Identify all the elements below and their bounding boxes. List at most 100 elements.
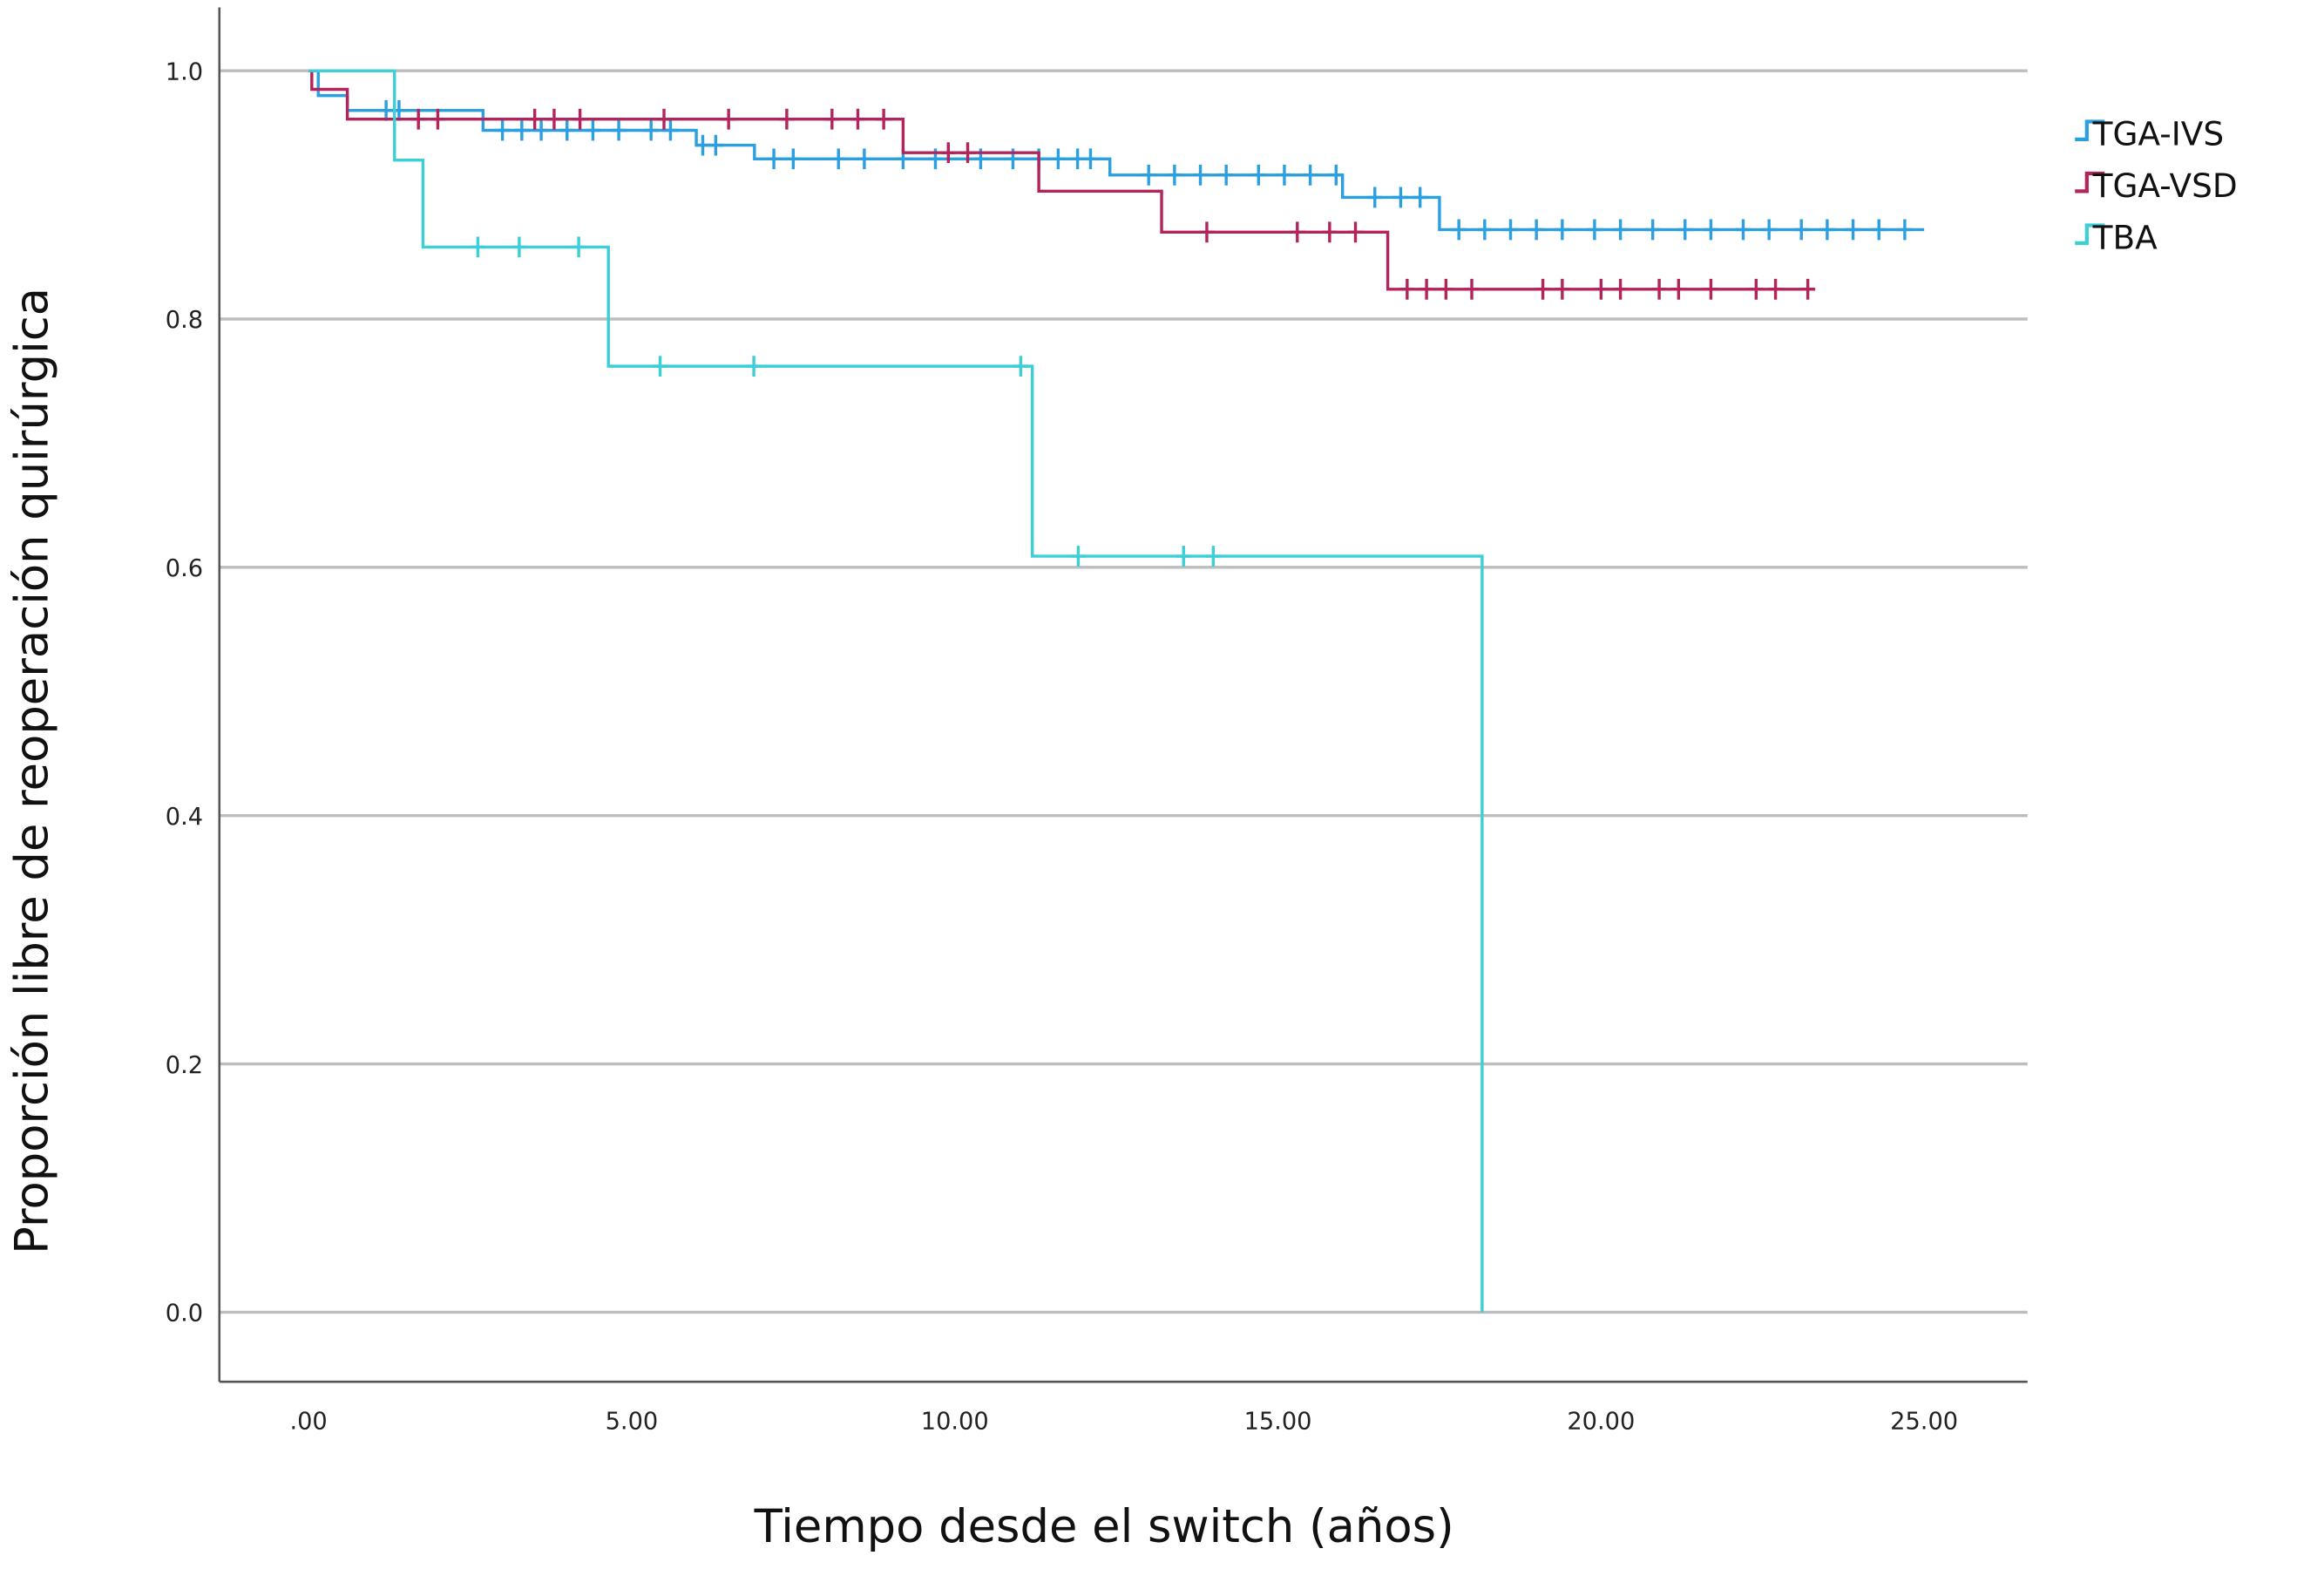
- censor-mark: [1082, 148, 1098, 170]
- survival-line: [308, 69, 1484, 1313]
- x-tick-label: 5.00: [606, 1409, 659, 1436]
- y-tick-label: 0.4: [166, 804, 203, 831]
- censor-mark: [1502, 219, 1519, 241]
- x-tick-label: 20.00: [1567, 1409, 1635, 1436]
- censor-mark: [571, 236, 586, 258]
- survival-line: [308, 69, 1925, 232]
- censor-mark: [1613, 278, 1629, 300]
- censor-mark: [694, 134, 710, 156]
- censor-mark: [559, 119, 575, 141]
- censor-mark: [1277, 164, 1292, 186]
- censor-mark: [1303, 164, 1318, 186]
- censor-mark: [850, 108, 865, 130]
- censor-mark: [1593, 278, 1609, 300]
- censor-mark: [662, 119, 678, 141]
- censor-mark: [1793, 219, 1809, 241]
- censor-mark: [1438, 278, 1453, 300]
- y-tick-label: 0.6: [166, 555, 203, 582]
- censor-mark: [1451, 219, 1467, 241]
- censor-mark: [585, 119, 600, 141]
- censor-mark: [876, 108, 891, 130]
- x-tick-label: .00: [289, 1409, 327, 1436]
- censor-mark: [546, 108, 562, 130]
- censor-mark: [1290, 221, 1305, 243]
- censor-mark: [1555, 278, 1570, 300]
- censor-mark: [533, 119, 549, 141]
- censor-mark: [1176, 546, 1191, 567]
- legend-label: TGA-VSD: [2092, 166, 2238, 205]
- censor-mark: [1477, 219, 1493, 241]
- censor-mark: [1218, 164, 1234, 186]
- y-tick-label: 1.0: [166, 58, 203, 85]
- censor-mark: [1199, 221, 1215, 243]
- censor-mark: [470, 236, 485, 258]
- y-tick-label: 0.8: [166, 307, 203, 334]
- censor-mark: [1871, 219, 1887, 241]
- censor-mark: [1167, 164, 1182, 186]
- censor-mark: [746, 356, 762, 377]
- censor-mark: [1677, 219, 1693, 241]
- censor-mark: [573, 108, 588, 130]
- censor-mark: [1322, 221, 1338, 243]
- censor-mark: [1703, 278, 1718, 300]
- censor-mark: [1205, 546, 1221, 567]
- censor-mark: [656, 108, 672, 130]
- censor-mark: [779, 108, 795, 130]
- censor-mark: [1464, 278, 1480, 300]
- y-tick-label: 0.2: [166, 1052, 203, 1079]
- survival-line: [308, 69, 1815, 291]
- censor-mark: [1613, 219, 1629, 241]
- censor-mark: [378, 99, 394, 121]
- censor-mark: [785, 148, 801, 170]
- y-tick-label: 0.0: [166, 1301, 203, 1328]
- censor-mark: [708, 134, 723, 156]
- censor-mark: [830, 148, 846, 170]
- censor-mark: [514, 119, 530, 141]
- x-tick-label: 10.00: [921, 1409, 989, 1436]
- censor-mark: [1800, 278, 1816, 300]
- censor-mark: [1141, 164, 1156, 186]
- legend-swatch: [2075, 119, 2105, 142]
- y-axis-label: Proporción libre de reoperación quirúrgi…: [5, 288, 58, 1254]
- censor-mark: [1399, 278, 1415, 300]
- censor-mark: [527, 108, 543, 130]
- censor-mark: [1735, 219, 1751, 241]
- legend-swatch: [2075, 223, 2105, 246]
- x-tick-label: 15.00: [1244, 1409, 1312, 1436]
- x-axis-label: Tiempo desde el switch (años): [754, 1500, 1454, 1553]
- censor-mark: [430, 108, 445, 130]
- censor-mark: [1528, 219, 1544, 241]
- censor-mark: [1651, 278, 1667, 300]
- censor-mark: [824, 108, 840, 130]
- censor-mark: [1050, 148, 1066, 170]
- censor-mark: [1419, 278, 1434, 300]
- censor-mark: [1768, 278, 1784, 300]
- censor-mark: [766, 148, 782, 170]
- censor-mark: [611, 119, 627, 141]
- legend-label: TBA: [2092, 219, 2158, 257]
- censor-mark: [512, 236, 527, 258]
- censor-mark: [1761, 219, 1777, 241]
- legend-label: TGA-IVS: [2092, 115, 2224, 153]
- censor-mark: [495, 119, 511, 141]
- censor-mark: [1070, 148, 1086, 170]
- legend-swatch: [2075, 171, 2105, 194]
- censor-mark: [1193, 164, 1209, 186]
- censor-mark: [1846, 219, 1861, 241]
- censor-mark: [1392, 187, 1408, 208]
- censor-mark: [721, 108, 736, 130]
- censor-mark: [653, 356, 668, 377]
- censor-mark: [1587, 219, 1602, 241]
- censor-mark: [1555, 219, 1570, 241]
- censor-mark: [410, 108, 426, 130]
- censor-mark: [857, 148, 872, 170]
- censor-mark: [1819, 219, 1835, 241]
- censor-mark: [960, 142, 976, 164]
- censor-mark: [1328, 164, 1344, 186]
- censor-mark: [1897, 219, 1913, 241]
- censor-mark: [1703, 219, 1718, 241]
- x-tick-label: 25.00: [1890, 1409, 1958, 1436]
- censor-mark: [940, 142, 956, 164]
- censor-mark: [1413, 187, 1428, 208]
- censor-mark: [1013, 356, 1028, 377]
